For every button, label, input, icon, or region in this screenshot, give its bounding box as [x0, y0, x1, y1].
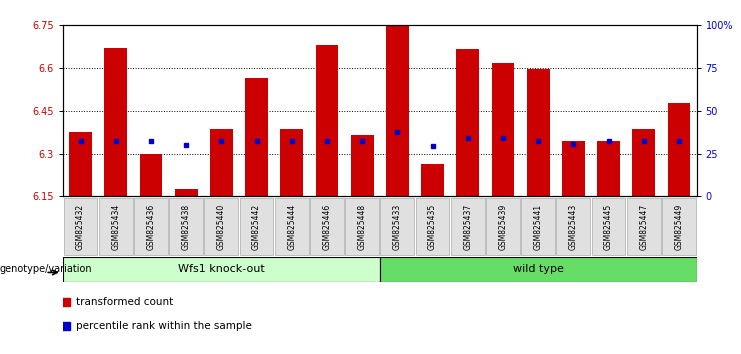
Text: genotype/variation: genotype/variation [0, 264, 93, 274]
Bar [591, 198, 625, 256]
Text: Wfs1 knock-out: Wfs1 knock-out [178, 264, 265, 274]
Bar [345, 198, 379, 256]
Bar [139, 154, 162, 196]
Text: GSM825441: GSM825441 [534, 204, 542, 250]
Text: GSM825449: GSM825449 [674, 204, 683, 250]
Text: GSM825437: GSM825437 [463, 204, 472, 250]
Bar [275, 198, 309, 256]
Bar [239, 198, 273, 256]
Bar [597, 141, 620, 196]
Bar [451, 198, 485, 256]
Bar [310, 198, 344, 256]
Bar [421, 164, 444, 196]
Bar [556, 198, 591, 256]
Text: GSM825434: GSM825434 [111, 204, 120, 250]
Text: GSM825435: GSM825435 [428, 204, 437, 250]
Text: GSM825436: GSM825436 [147, 204, 156, 250]
Bar [668, 103, 691, 196]
Text: transformed count: transformed count [76, 297, 173, 307]
Text: GSM825443: GSM825443 [569, 204, 578, 250]
Bar [69, 132, 92, 196]
Text: percentile rank within the sample: percentile rank within the sample [76, 321, 251, 331]
Bar [527, 69, 550, 196]
Text: wild type: wild type [513, 264, 564, 274]
Text: GSM825445: GSM825445 [604, 204, 613, 250]
Bar [169, 198, 203, 256]
Bar [104, 48, 127, 196]
Bar [379, 257, 697, 282]
Bar [245, 78, 268, 196]
Bar [380, 198, 414, 256]
Bar [521, 198, 555, 256]
Text: GSM825432: GSM825432 [76, 204, 85, 250]
Bar [627, 198, 661, 256]
Bar [632, 129, 655, 196]
Text: GSM825442: GSM825442 [252, 204, 261, 250]
Bar [486, 198, 520, 256]
Text: GSM825433: GSM825433 [393, 204, 402, 250]
Bar [280, 129, 303, 196]
Text: GSM825448: GSM825448 [358, 204, 367, 250]
Bar [99, 198, 133, 256]
Bar [210, 129, 233, 196]
Text: GSM825446: GSM825446 [322, 204, 331, 250]
Bar [562, 141, 585, 196]
Bar [456, 49, 479, 196]
Bar [316, 45, 339, 196]
Text: GSM825439: GSM825439 [499, 204, 508, 250]
Text: GSM825438: GSM825438 [182, 204, 190, 250]
Bar [416, 198, 450, 256]
Bar [491, 63, 514, 196]
Bar [205, 198, 239, 256]
Bar [350, 135, 373, 196]
Bar [64, 198, 98, 256]
Text: GSM825447: GSM825447 [639, 204, 648, 250]
Text: GSM825444: GSM825444 [288, 204, 296, 250]
Text: GSM825440: GSM825440 [217, 204, 226, 250]
Bar [662, 198, 696, 256]
Bar [134, 198, 168, 256]
Bar [63, 257, 379, 282]
Bar [386, 26, 409, 196]
Bar [175, 189, 198, 196]
